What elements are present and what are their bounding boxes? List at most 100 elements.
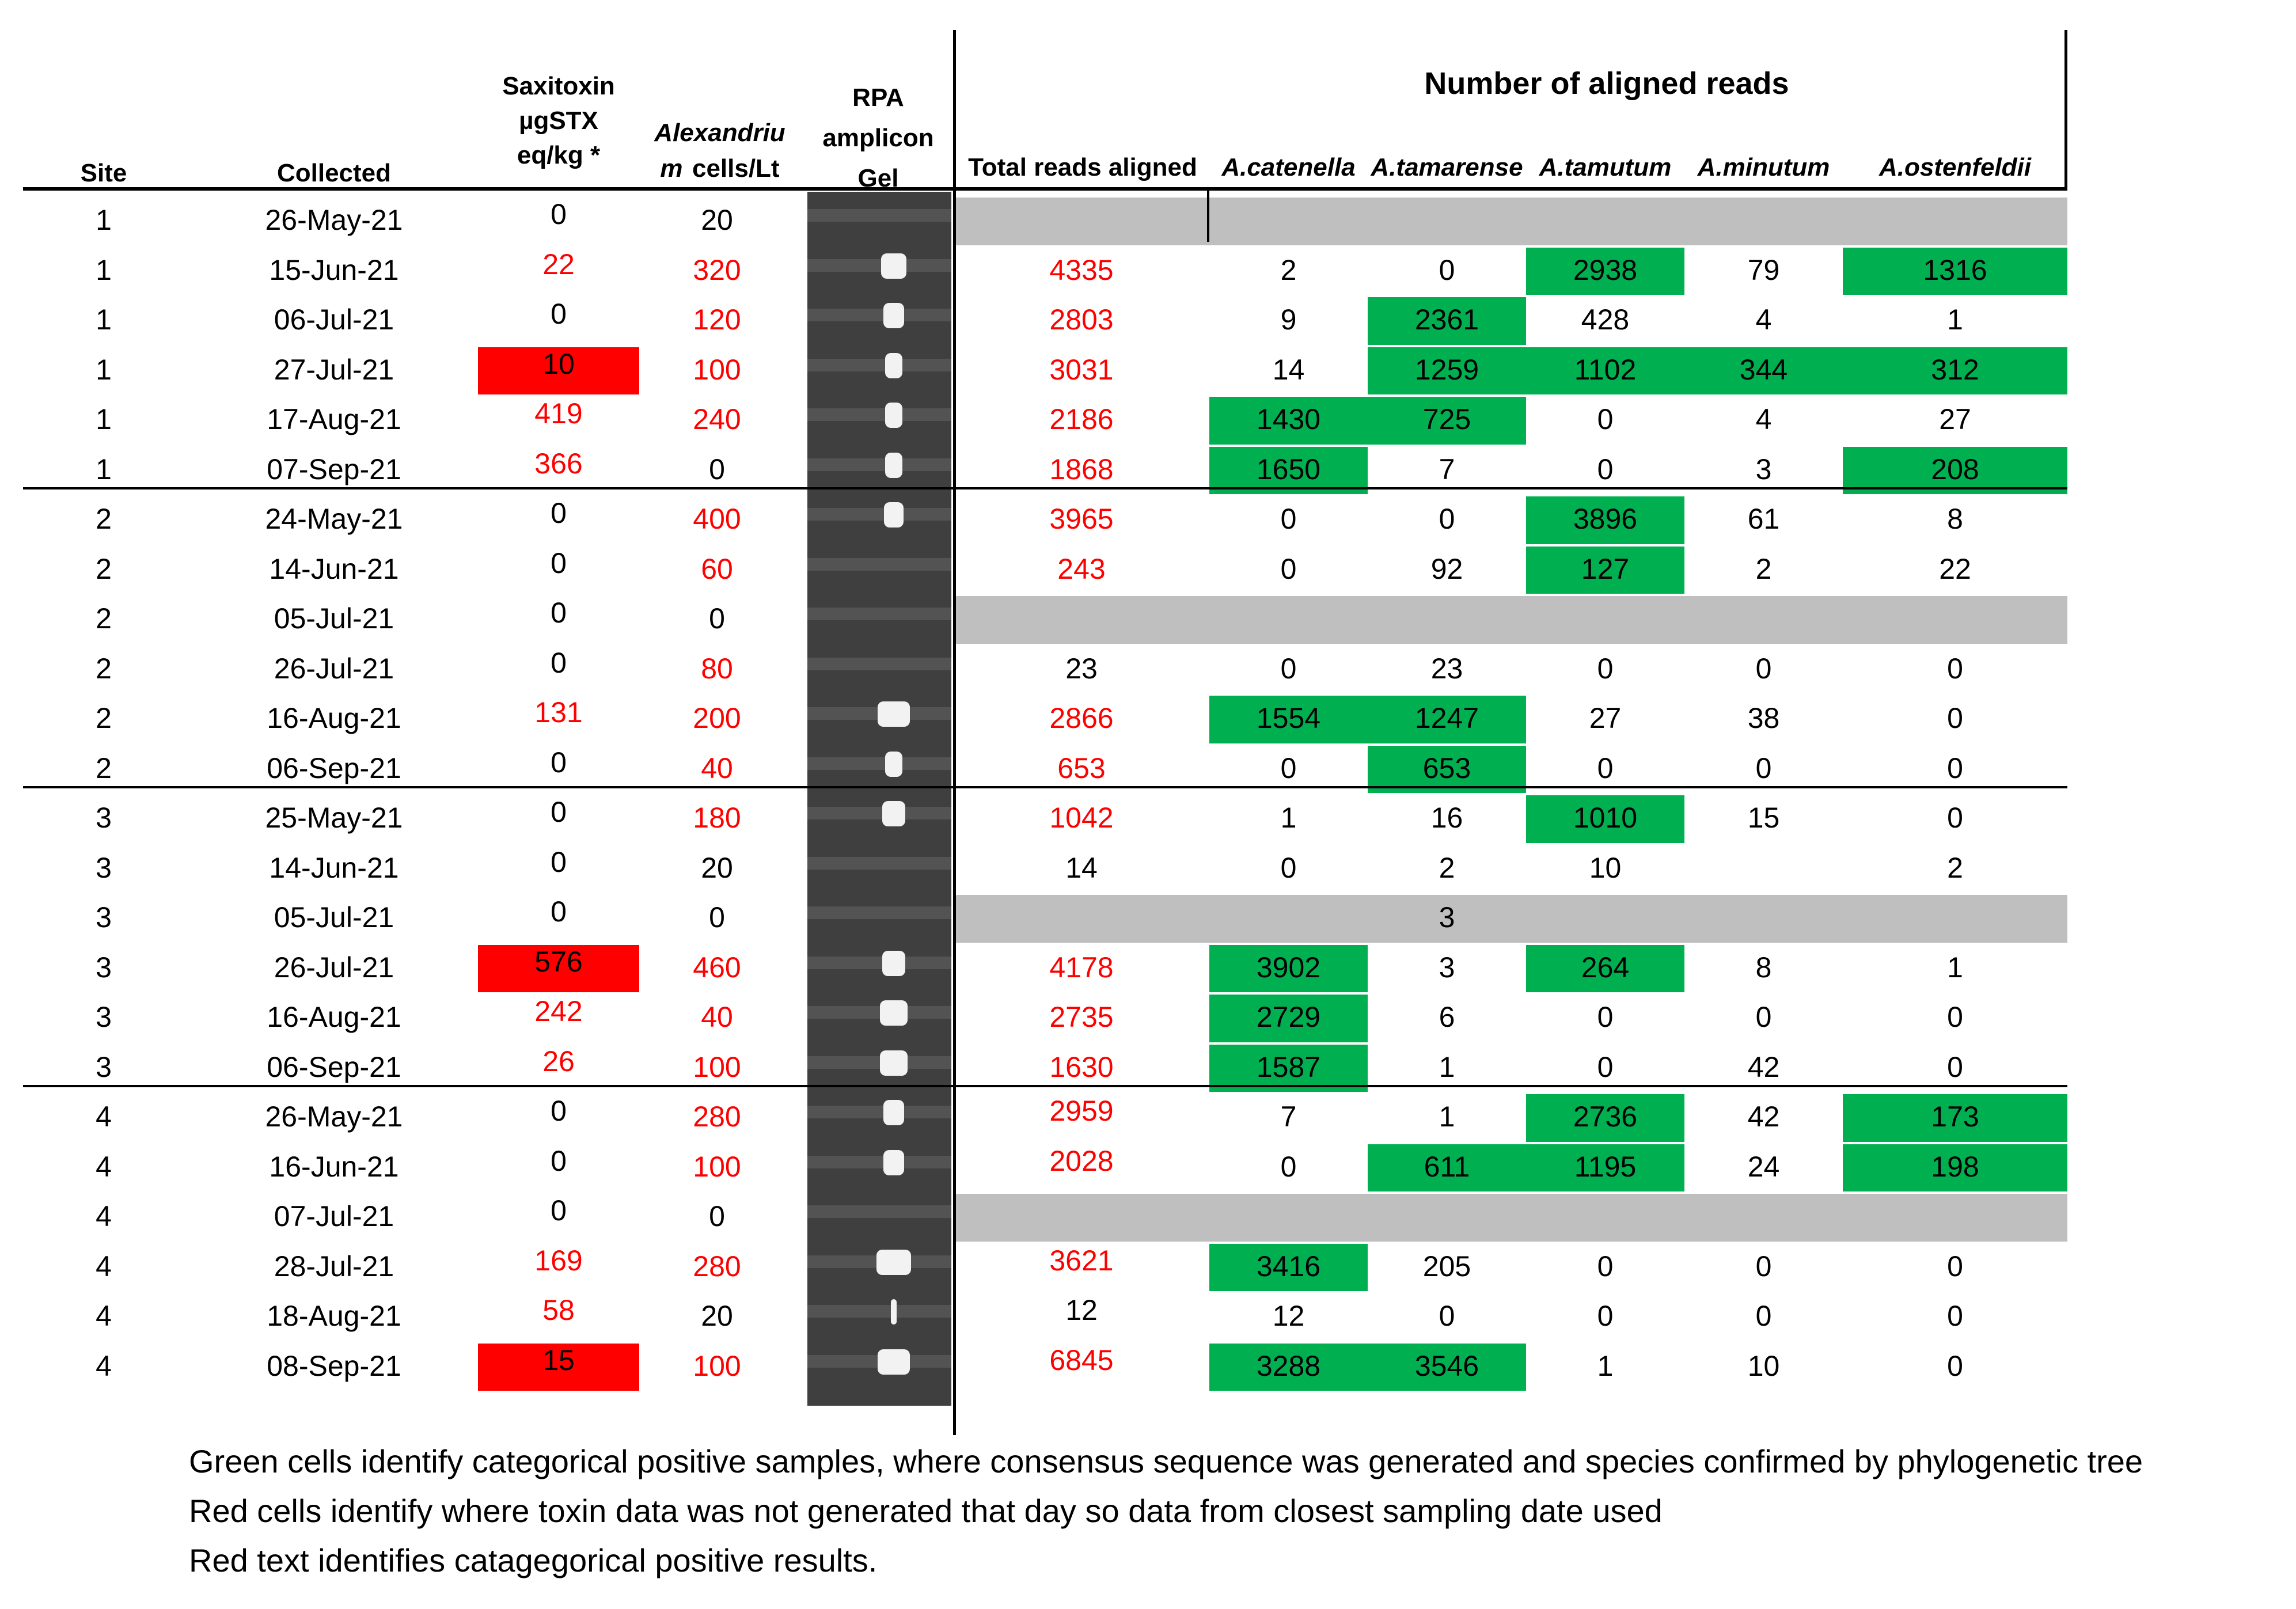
tam-cell: 205 [1422,1250,1471,1282]
date-cell: 27-Jul-21 [274,353,394,386]
total-cell: 3031 [1049,353,1114,386]
cat-cell: 1587 [1256,1050,1321,1083]
positive-cell [1209,995,1368,1042]
stx-cell: 0 [551,1194,567,1227]
no-data-band [956,895,2067,943]
total-cell: 14 [1065,851,1098,884]
cells-cell: 20 [701,851,733,884]
total-cell: 1868 [1049,453,1114,485]
cat-cell: 3902 [1256,951,1321,984]
cat-cell [1209,893,1368,943]
note-red-cells: Red cells identify where toxin data was … [189,1493,1663,1529]
cells-cell: 0 [709,901,725,934]
cells-cell: 100 [693,1050,741,1083]
site-separator-2 [23,487,2067,489]
tam-cell: 92 [1430,552,1463,585]
gel-lane-row [807,757,951,770]
ost-cell: 0 [1947,652,1963,685]
total-cell: 4178 [1049,951,1114,984]
header-collected: Collected [276,159,392,187]
gel-lane-row [807,358,951,371]
date-cell: 06-Sep-21 [267,1050,401,1083]
total-cell: 2028 [1049,1144,1114,1177]
positive-cell [1209,696,1368,743]
gel-band [885,352,902,378]
cat-cell: 0 [1280,752,1297,784]
ost-cell: 0 [1947,702,1963,735]
header-alex-l2-row: m cells/Lt [639,151,800,192]
cat-cell: 14 [1272,353,1305,386]
gel-band [883,1149,904,1175]
min-cell: 24 [1747,1150,1780,1183]
gel-lane-row [807,956,951,969]
header-saxitoxin-l2: µgSTX [519,107,598,135]
min-cell: 38 [1747,702,1780,735]
stx-cell: 242 [534,995,583,1027]
total-cell: 12 [1065,1294,1098,1326]
gel-lane-row [807,209,951,222]
note-red-text: Red text identifies catagegorical positi… [189,1542,878,1578]
tmt-cell: 3896 [1573,503,1638,536]
ost-cell [1843,195,2067,245]
date-cell: 17-Aug-21 [267,403,401,436]
gel-lane-row [807,458,951,471]
date-cell: 18-Aug-21 [267,1300,401,1333]
positive-cell [1684,347,1843,394]
vertical-divider-main [953,30,956,1435]
site-cell: 3 [96,1050,112,1083]
cat-cell: 1 [1280,802,1297,834]
cells-cell: 20 [701,1300,733,1333]
cat-cell: 7 [1280,1101,1297,1133]
header-bottom-rule [23,187,2067,191]
tam-cell: 3546 [1414,1349,1479,1382]
positive-cell [1843,1144,2067,1191]
ost-cell: 0 [1947,1349,1963,1382]
header-alex-l1: Alexandriu [654,119,785,147]
date-cell: 26-Jul-21 [274,652,394,685]
cells-cell: 460 [693,951,741,984]
positive-cell [1368,347,1526,394]
stx-cell: 0 [551,1095,567,1127]
header-saxitoxin-l3: eq/kg * [517,141,601,169]
ost-cell: 208 [1931,453,1979,485]
tmt-cell: 127 [1581,552,1630,585]
tmt-cell: 2736 [1573,1101,1638,1133]
tmt-cell: 10 [1589,851,1622,884]
positive-cell [1368,397,1526,445]
ost-cell: 0 [1947,802,1963,834]
date-cell: 26-May-21 [265,204,403,237]
tmt-cell [1526,195,1684,245]
site-cell: 1 [96,204,112,237]
gel-band [878,701,910,727]
tmt-cell: 0 [1597,652,1614,685]
ost-cell: 0 [1947,1250,1963,1282]
total-cell: 2866 [1049,702,1114,735]
min-cell: 344 [1739,353,1788,386]
tam-cell: 3 [1439,951,1455,984]
no-data-band [956,198,2067,245]
date-cell: 16-Aug-21 [267,702,401,735]
ost-cell [1843,594,2067,644]
total-cell: 2735 [1049,1001,1114,1034]
cat-cell [1209,1191,1368,1242]
site-cell: 4 [96,1250,112,1282]
min-cell: 0 [1755,1001,1772,1034]
tam-cell: 725 [1422,403,1471,436]
positive-cell [1368,696,1526,743]
stx-cell: 0 [551,845,567,878]
cells-cell: 180 [693,802,741,834]
total-cell [956,594,1207,644]
stx-cell: 131 [534,696,583,728]
date-cell: 28-Jul-21 [274,1250,394,1282]
gel-band [885,452,902,478]
ost-cell: 0 [1947,1001,1963,1034]
cells-cell: 280 [693,1101,741,1133]
site-cell: 2 [96,552,112,585]
tmt-cell: 1 [1597,1349,1614,1382]
cells-cell: 200 [693,702,741,735]
gel-lane-row [807,608,951,620]
tmt-cell: 428 [1581,303,1630,336]
date-cell: 07-Sep-21 [267,453,401,485]
gel-lane-row [807,1205,951,1218]
stx-cell: 15 [542,1344,575,1376]
